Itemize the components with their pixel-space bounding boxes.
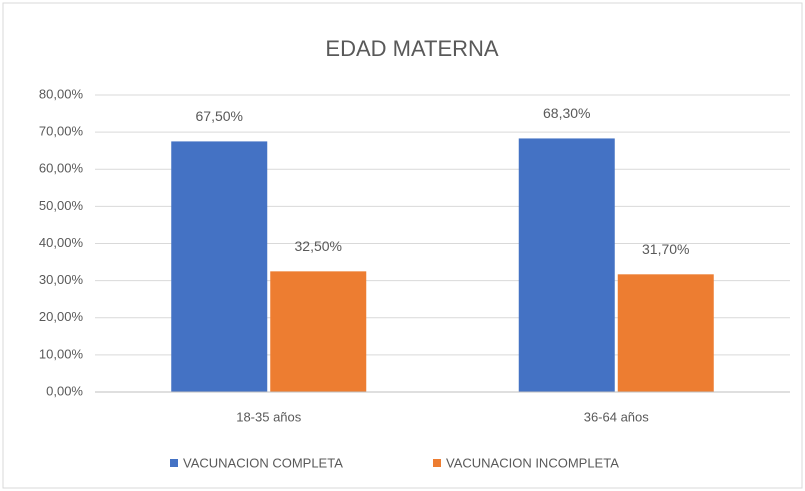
y-tick-label: 50,00% [39,198,84,213]
bar [518,138,615,392]
bar [270,271,367,392]
data-label: 67,50% [196,108,243,124]
y-tick-label: 0,00% [46,383,83,398]
y-tick-label: 10,00% [39,346,84,361]
x-tick-label: 18-35 años [236,409,302,424]
chart-title: EDAD MATERNA [325,36,498,61]
data-label: 68,30% [543,105,590,121]
y-tick-label: 30,00% [39,272,84,287]
legend-swatch [170,459,178,467]
data-label: 32,50% [295,238,342,254]
y-tick-label: 40,00% [39,235,84,250]
legend-label: VACUNACION INCOMPLETA [446,455,619,470]
x-tick-label: 36-64 años [584,409,650,424]
y-tick-label: 80,00% [39,86,84,101]
y-tick-label: 60,00% [39,161,84,176]
legend-swatch [433,459,441,467]
data-label: 31,70% [642,241,689,257]
legend-label: VACUNACION COMPLETA [183,455,343,470]
bar [171,141,268,392]
bar [617,274,714,392]
y-tick-label: 70,00% [39,124,84,139]
y-tick-label: 20,00% [39,309,84,324]
